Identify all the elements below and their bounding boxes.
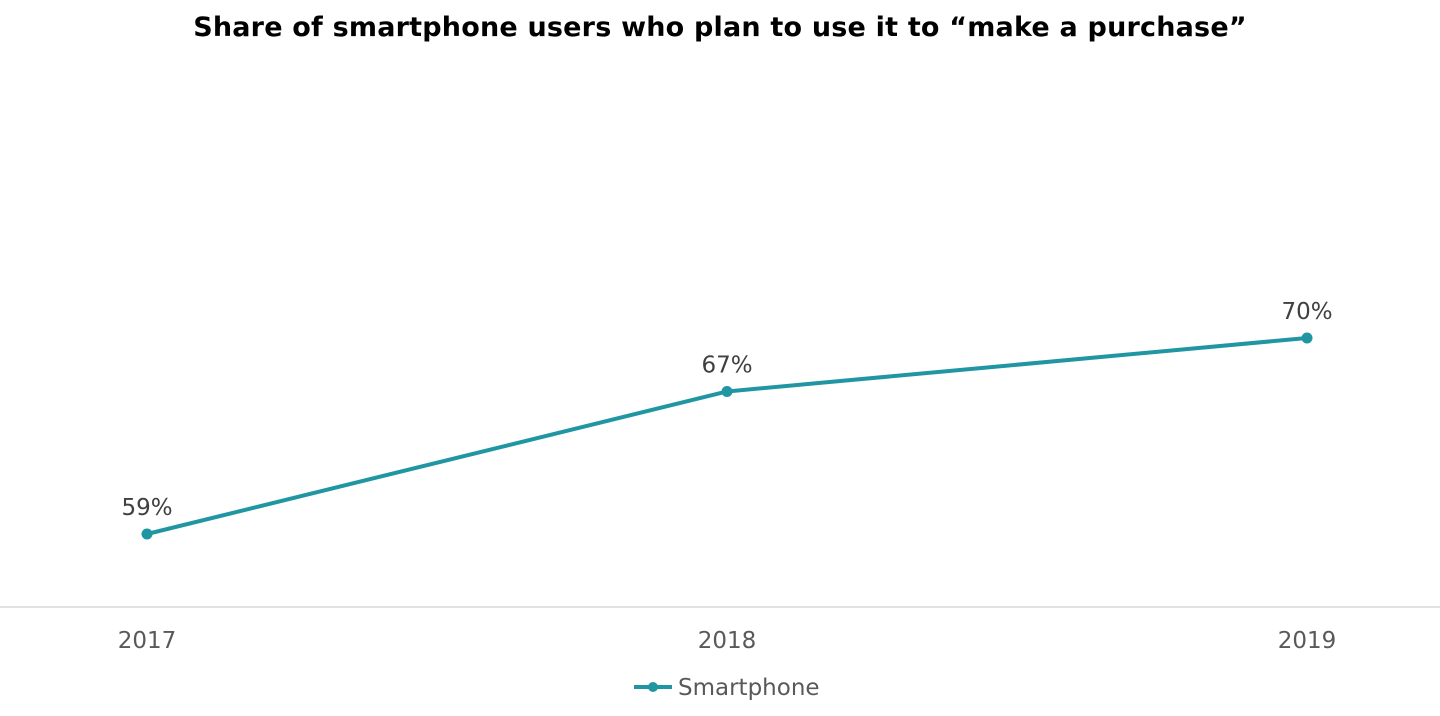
data-label: 59% bbox=[121, 495, 172, 521]
data-point bbox=[1301, 332, 1313, 344]
data-point bbox=[141, 528, 153, 540]
data-label: 67% bbox=[701, 352, 752, 378]
legend-label: Smartphone bbox=[678, 675, 820, 701]
x-tick-label: 2017 bbox=[118, 628, 177, 654]
data-point bbox=[721, 385, 733, 397]
x-tick-label: 2019 bbox=[1278, 628, 1337, 654]
chart-title: Share of smartphone users who plan to us… bbox=[193, 12, 1247, 43]
data-label: 70% bbox=[1281, 299, 1332, 325]
legend-point-marker bbox=[648, 682, 658, 692]
x-tick-label: 2018 bbox=[698, 628, 757, 654]
